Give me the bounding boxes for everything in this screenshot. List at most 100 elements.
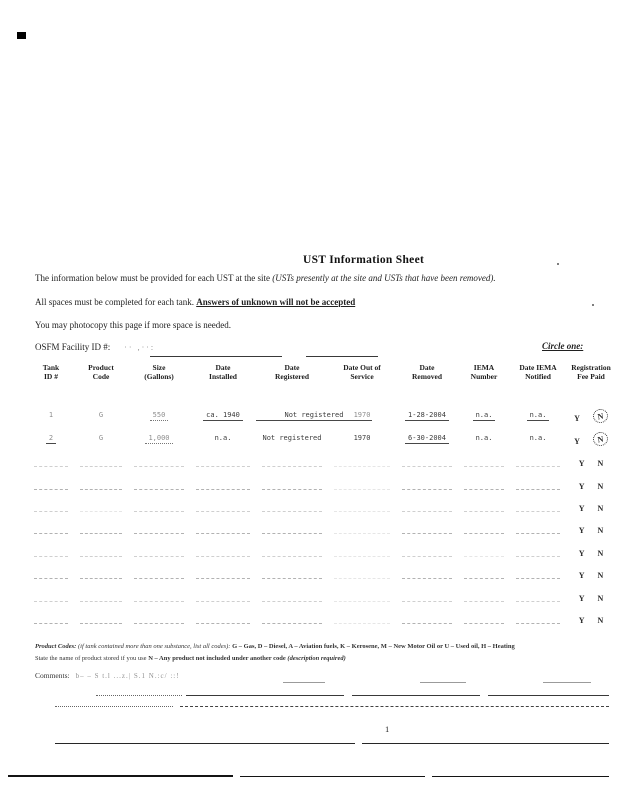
rule-line [96,695,182,696]
intro-line-1-italic: (USTs presently at the site and USTs tha… [272,273,496,283]
fee-no-option: N [597,593,604,603]
facility-id-row: OSFM Facility ID #: ·· ,··: [35,342,155,352]
fee-no-option: N [597,459,604,469]
product-codes-line-2: State the name of product stored if you … [35,655,346,662]
iema-number-value: n.a. [475,433,493,442]
date-installed-value: ca. 1940 [203,411,243,422]
rule-line [362,743,609,744]
date-registered-value: Not registered [262,433,322,442]
col-header-registration-fee-paid: Registration Fee Paid [571,363,611,381]
facility-id-blank-line [150,356,282,357]
rule-line [352,695,480,696]
facility-id-handwriting: ·· ,··: [124,343,156,352]
intro-line-2: All spaces must be completed for each ta… [35,297,610,307]
iema-number-value: n.a. [472,411,496,422]
fee-yes-option: Y [578,548,585,558]
fee-no-option: N [597,571,604,581]
date-iema-notified-value: n.a. [526,411,550,422]
intro-line-1: The information below must be provided f… [35,273,610,283]
date-out-of-service-value: 1970 [353,411,371,420]
product-codes-line-1: Product Codes: (if tank contained more t… [35,643,515,650]
product-code-value: G [98,411,104,420]
intro-line-2-emphasis: Answers of unknown will not be accepted [196,297,356,307]
fee-yes-option: Y [578,459,585,469]
fee-no-option: N [597,526,604,536]
fee-no-option-circled: N [591,430,609,447]
comments-blank-line [283,682,325,683]
col-header-date-registered: Date Registered [274,363,310,381]
rule-line [180,706,609,707]
rule-line [488,695,609,696]
tank-table-body: 1 G 550 ca. 1940 Not registered 1970 1-2… [28,404,616,628]
fee-yes-option: Y [578,571,585,581]
scan-speck [557,263,559,265]
intro-line-1-text: The information below must be provided f… [35,273,273,283]
col-header-date-out-of-service: Date Out of Service [343,363,381,381]
fee-no-option: N [597,548,604,558]
fee-no-option-circled: N [591,408,609,425]
fee-no-option: N [597,615,604,625]
date-installed-value: n.a. [214,433,232,442]
page-title: UST Information Sheet [303,254,425,266]
page-number: 1 [385,724,390,734]
fee-yes-option: Y [574,436,580,446]
fee-no-option: N [597,503,604,513]
col-header-iema-number: IEMA Number [470,363,498,381]
fee-yes-option: Y [578,481,585,491]
fee-no-option: N [597,481,604,491]
intro-line-2-text: All spaces must be completed for each ta… [35,297,197,307]
rule-line [55,743,355,744]
facility-id-blank-line [306,356,378,357]
col-header-date-removed: Date Removed [412,363,442,381]
fee-yes-option: Y [578,593,585,603]
col-header-date-installed: Date Installed [209,363,237,381]
comments-handwriting: b– – S t.l ...z.| S.1 N.:c/ ::! [75,672,180,680]
bottom-rule-line [240,776,425,777]
table-header-row: Tank ID # Product Code Size (Gallons) Date I… [28,363,616,381]
table-row-tank-1: 1 G 550 ca. 1940 Not registered 1970 1-2… [28,404,616,426]
bottom-rule-line [8,775,233,777]
col-header-tank-id: Tank ID # [42,363,60,381]
date-out-of-service-value: 1970 [353,433,371,442]
comments-label: Comments: [35,671,70,680]
date-registered-value: Not registered [256,411,372,422]
col-header-date-iema-notified: Date IEMA Notified [519,363,557,381]
fee-yes-option: Y [578,503,585,513]
col-header-size: Size (Gallons) [144,363,174,381]
size-value: 550 [149,411,169,422]
facility-id-label: OSFM Facility ID #: [35,342,111,352]
fee-yes-option: Y [578,526,585,536]
scan-artifact-mark [17,32,26,39]
fee-yes-option: Y [578,615,585,625]
scan-speck [592,304,594,306]
col-header-product-code: Product Code [88,363,114,381]
comments-blank-line [543,682,591,683]
tank-id-value: 2 [45,434,57,444]
product-codes-note: Product Codes: (if tank contained more t… [35,641,609,665]
date-removed-value: 6-30-2004 [405,434,449,444]
bottom-rule-line [432,776,609,777]
rule-line [186,695,344,696]
product-code-value: G [98,433,104,442]
rule-line [55,706,173,707]
date-iema-notified-value: n.a. [529,433,547,442]
circle-one-label: Circle one: [542,341,584,351]
table-row-tank-2: 2 G 1,000 n.a. Not registered 1970 6-30-… [28,426,616,448]
tank-id-value: 1 [48,411,54,420]
size-value: 1,000 [145,434,173,444]
